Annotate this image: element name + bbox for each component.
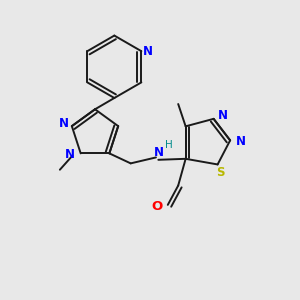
Text: H: H: [165, 140, 172, 150]
Text: N: N: [143, 45, 153, 58]
Text: O: O: [152, 200, 163, 213]
Text: N: N: [236, 135, 246, 148]
Text: N: N: [218, 110, 227, 122]
Text: N: N: [58, 117, 68, 130]
Text: N: N: [154, 146, 164, 159]
Text: S: S: [216, 166, 225, 179]
Text: N: N: [65, 148, 75, 161]
